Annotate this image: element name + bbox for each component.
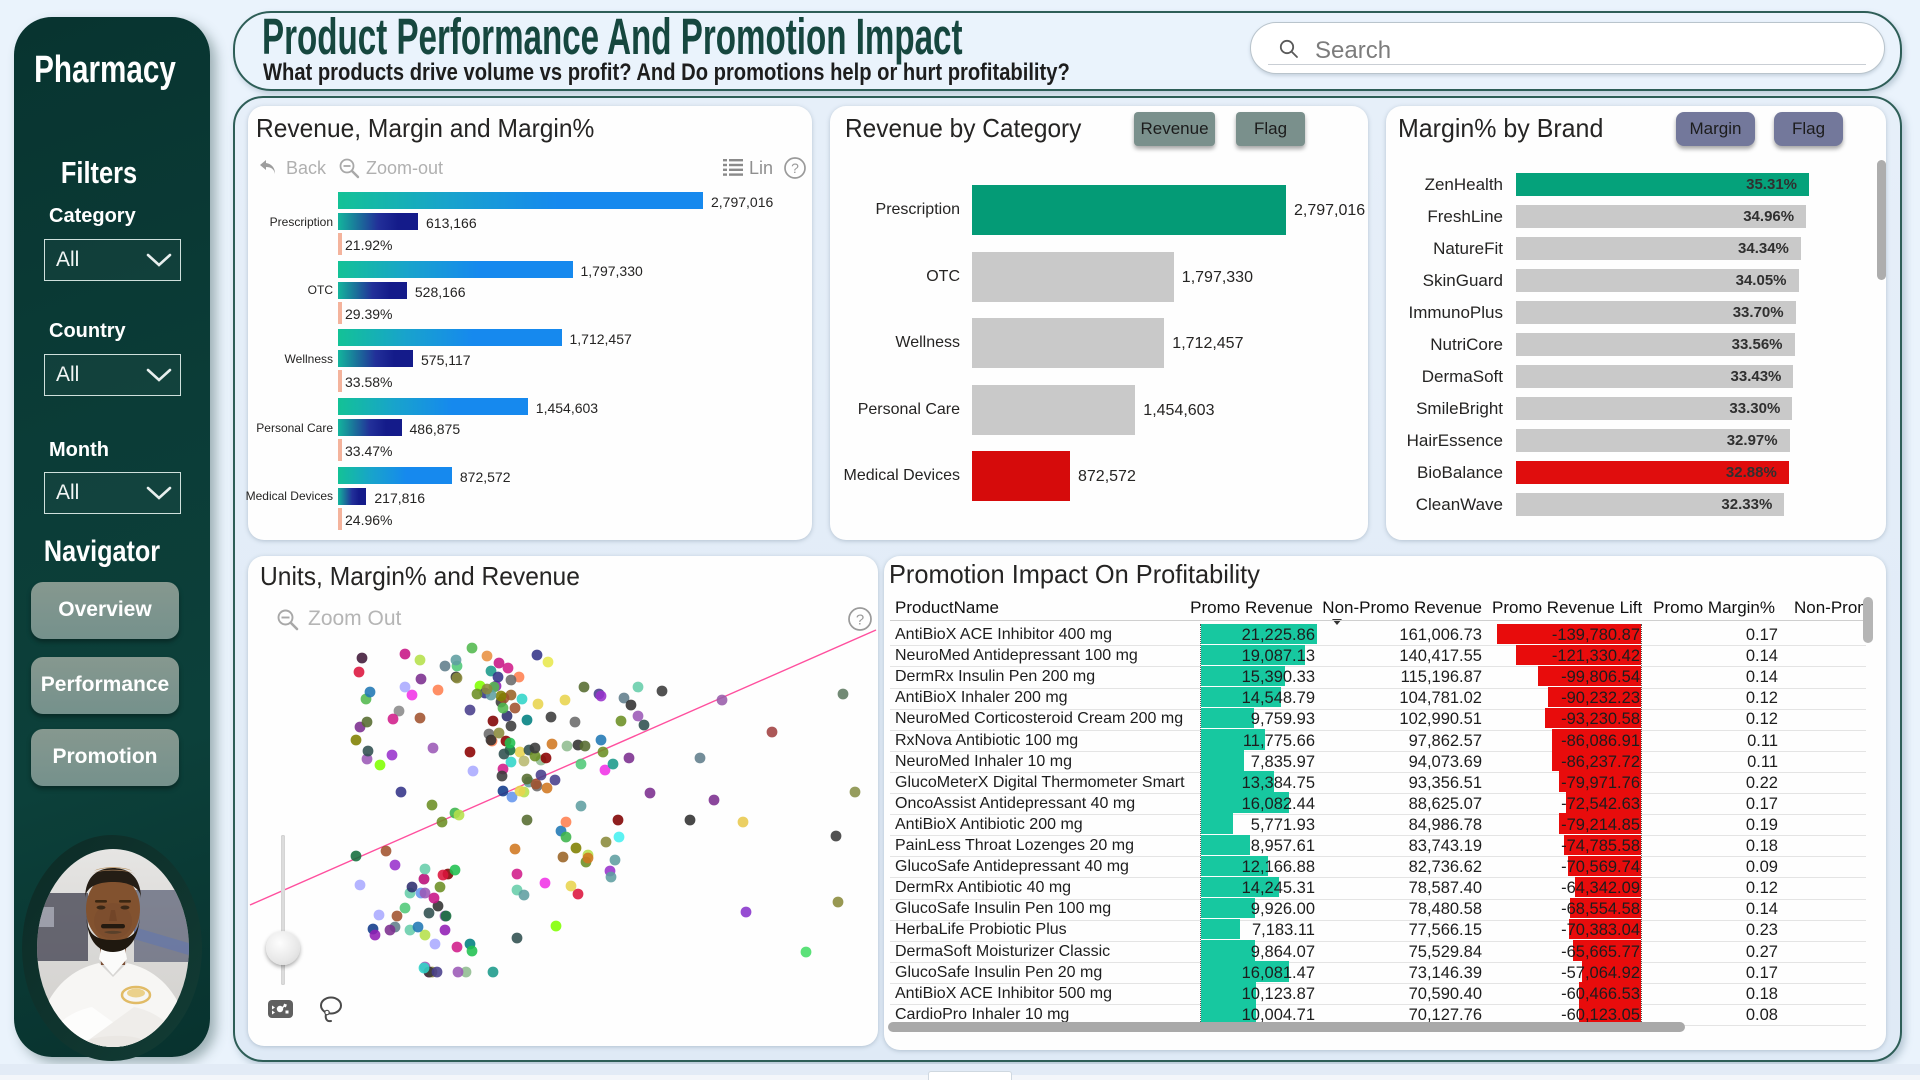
svg-text:?: ? bbox=[856, 612, 864, 629]
svg-text:?: ? bbox=[791, 160, 799, 176]
